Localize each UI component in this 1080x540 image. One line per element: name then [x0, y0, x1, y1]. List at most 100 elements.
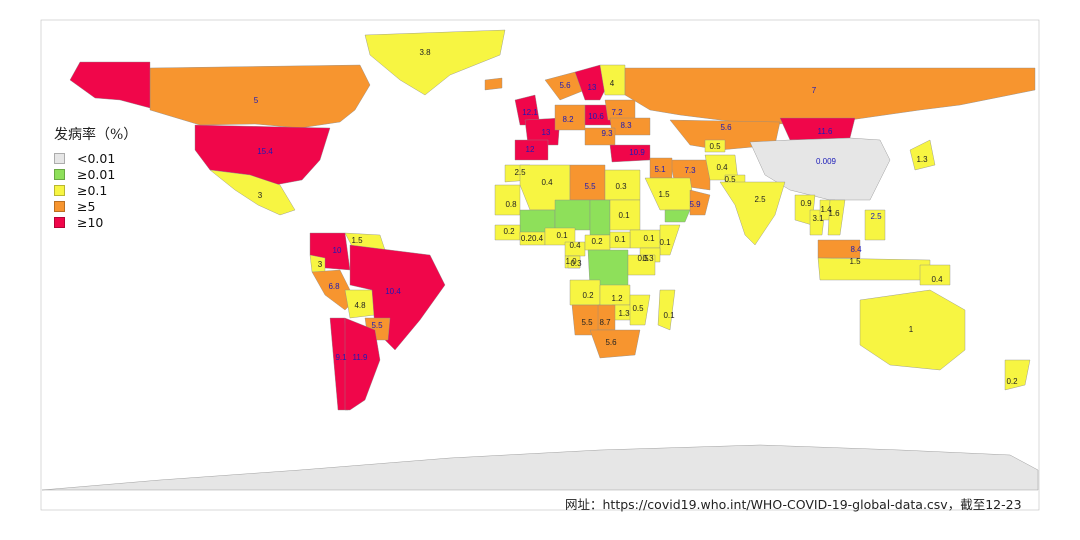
region-tanzania — [627, 254, 656, 276]
region-value-label: 5.6 — [720, 123, 732, 132]
region-oman — [689, 189, 711, 216]
legend-item: ≥5 — [54, 198, 137, 214]
region-australia — [859, 289, 966, 371]
region-value-label: 1.0 — [565, 257, 577, 266]
region-philippines — [864, 209, 886, 241]
region-india — [719, 181, 786, 246]
region-mozambique — [629, 294, 651, 326]
legend-title: 发病率（%） — [54, 127, 138, 143]
region-value-label: 0.8 — [505, 200, 517, 209]
legend-item: ≥10 — [54, 214, 137, 230]
region-argentina — [344, 317, 381, 411]
legend-item: <0.01 — [54, 150, 137, 166]
region-value-label: 1.5 — [351, 236, 363, 245]
legend-swatch — [54, 200, 65, 212]
legend-swatch — [54, 184, 65, 196]
region-value-label: 3 — [318, 260, 323, 269]
region-value-label: 0.3 — [642, 254, 654, 263]
region-spain — [514, 139, 549, 161]
region-value-label: 5.5 — [371, 321, 383, 330]
region-value-label: 0.2 — [1006, 377, 1018, 386]
region-value-label: 8.7 — [599, 318, 611, 327]
region-value-label: 3.8 — [419, 48, 431, 57]
region-canada — [149, 64, 371, 129]
region-antarctica — [41, 444, 1039, 491]
region-value-label: 15.4 — [257, 147, 273, 156]
region-value-label: 0.4 — [569, 241, 581, 250]
region-value-label: 6.8 — [328, 282, 340, 291]
region-value-label: 4.8 — [354, 301, 366, 310]
region-iceland — [484, 77, 503, 91]
region-value-label: 1.5 — [658, 190, 670, 199]
region-madagascar — [657, 289, 676, 331]
region-value-label: 0.1 — [556, 231, 568, 240]
region-value-label: 0.2 — [582, 291, 594, 300]
region-value-label: 1.6 — [828, 209, 840, 218]
region-value-label: 7.3 — [684, 166, 696, 175]
region-value-label: 1.2 — [611, 294, 623, 303]
region-mexico — [209, 169, 296, 216]
region-value-label: 0.2 — [503, 227, 515, 236]
region-value-label: 1.4 — [820, 205, 832, 214]
region-south-africa — [589, 329, 641, 359]
region-value-label: 0.4 — [541, 178, 553, 187]
region-chad — [589, 199, 611, 236]
region-value-label: 3.1 — [812, 214, 824, 223]
region-value-label: 8.2 — [562, 115, 574, 124]
region-somalia — [659, 224, 681, 256]
region-value-label: 9.3 — [601, 129, 613, 138]
region-value-label: 13 — [542, 128, 551, 137]
region-value-label: 0.2 — [591, 237, 603, 246]
region-value-label: 11.6 — [818, 127, 834, 136]
region-south-sudan — [609, 231, 631, 249]
region-value-label: 9.1 — [335, 353, 347, 362]
legend-swatch — [54, 152, 65, 164]
legend-label: ≥10 — [77, 214, 104, 230]
region-niger — [554, 199, 591, 231]
region-value-label: 4 — [610, 79, 615, 88]
region-value-label: 2.5 — [754, 195, 766, 204]
region-value-label: 12 — [526, 145, 535, 154]
region-value-label: 5.6 — [559, 81, 571, 90]
region-value-label: 5.6 — [605, 338, 617, 347]
legend-item: ≥0.1 — [54, 182, 137, 198]
region-value-label: 10.4 — [385, 287, 401, 296]
region-value-label: 11.9 — [353, 353, 369, 362]
region-value-label: 0.1 — [618, 211, 630, 220]
region-value-label: 10.9 — [629, 148, 645, 157]
region-value-label: 0.9 — [800, 199, 812, 208]
region-value-label: 5 — [254, 96, 259, 105]
region-value-label: 1 — [909, 325, 914, 334]
region-france — [524, 117, 561, 146]
region-value-label: 12.1 — [522, 108, 538, 117]
legend-item: ≥0.01 — [54, 166, 137, 182]
region-value-label: 0.009 — [816, 157, 837, 166]
legend-swatch — [54, 168, 65, 180]
region-value-label: 0.3 — [570, 259, 582, 268]
region-value-label: 1.5 — [849, 257, 861, 266]
region-value-label: 5.9 — [689, 200, 701, 209]
region-value-label: 8.3 — [620, 121, 632, 130]
region-value-label: 0.1 — [643, 234, 655, 243]
region-value-label: 5.1 — [654, 165, 666, 174]
region-value-label: 13 — [588, 83, 597, 92]
legend-label: ≥0.1 — [77, 182, 108, 198]
region-value-label: 5.5 — [584, 182, 596, 191]
region-yemen — [664, 209, 691, 223]
region-japan — [909, 139, 936, 171]
region-afghanistan — [704, 139, 726, 153]
region-malaysia — [817, 239, 861, 259]
region-value-label: 8.4 — [850, 245, 862, 254]
region-new-zealand — [1004, 359, 1031, 391]
legend-swatch — [54, 216, 65, 228]
region-value-label: 10 — [333, 246, 342, 255]
region-value-label: 0.1 — [663, 311, 675, 320]
region-vietnam — [827, 199, 846, 236]
legend-label: <0.01 — [77, 150, 116, 166]
region-value-label: 0.5 — [637, 254, 649, 263]
region-value-label: 1.3 — [916, 155, 928, 164]
legend-label: ≥0.01 — [77, 166, 116, 182]
legend-label: ≥5 — [77, 198, 96, 214]
region-alaska — [69, 61, 151, 109]
